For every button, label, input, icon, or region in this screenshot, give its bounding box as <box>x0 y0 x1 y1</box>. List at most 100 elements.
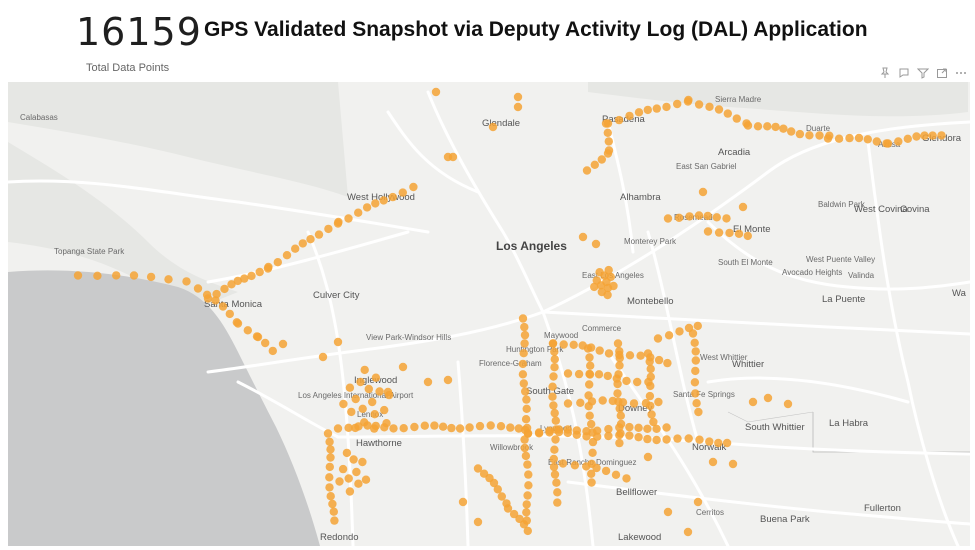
gps-data-point[interactable] <box>344 474 353 483</box>
gps-data-point[interactable] <box>486 421 495 430</box>
gps-data-point[interactable] <box>493 485 502 494</box>
gps-data-point[interactable] <box>604 349 614 358</box>
gps-data-point[interactable] <box>352 467 361 477</box>
gps-data-point[interactable] <box>795 129 805 139</box>
gps-data-point[interactable] <box>673 99 682 109</box>
gps-data-point[interactable] <box>684 323 694 333</box>
gps-data-point[interactable] <box>326 492 335 501</box>
gps-data-point[interactable] <box>182 277 191 286</box>
gps-data-point[interactable] <box>603 149 613 158</box>
gps-data-point[interactable] <box>553 488 562 497</box>
gps-data-point[interactable] <box>360 365 369 375</box>
gps-data-point[interactable] <box>613 339 623 348</box>
gps-data-point[interactable] <box>326 453 335 462</box>
gps-data-point[interactable] <box>212 289 221 299</box>
pin-icon[interactable] <box>879 64 891 78</box>
gps-data-point[interactable] <box>420 421 429 430</box>
gps-data-point[interactable] <box>344 423 353 432</box>
gps-data-point[interactable] <box>732 114 741 123</box>
gps-data-point[interactable] <box>714 105 724 114</box>
gps-data-point[interactable] <box>615 423 624 432</box>
gps-data-point[interactable] <box>616 411 625 420</box>
gps-data-point[interactable] <box>263 264 273 273</box>
gps-data-point[interactable] <box>325 437 334 446</box>
gps-data-point[interactable] <box>360 418 369 427</box>
gps-data-point[interactable] <box>815 131 824 140</box>
gps-data-point[interactable] <box>518 370 528 379</box>
gps-data-point[interactable] <box>233 319 243 328</box>
gps-data-point[interactable] <box>225 309 234 319</box>
gps-data-point[interactable] <box>475 421 485 431</box>
gps-data-point[interactable] <box>375 387 384 396</box>
gps-data-point[interactable] <box>592 276 601 285</box>
gps-data-point[interactable] <box>743 231 752 241</box>
gps-data-point[interactable] <box>563 369 573 378</box>
gps-data-point[interactable] <box>691 347 700 356</box>
gps-data-point[interactable] <box>73 271 83 280</box>
gps-data-point[interactable] <box>743 121 753 130</box>
gps-data-point[interactable] <box>585 411 594 420</box>
gps-data-point[interactable] <box>703 211 712 221</box>
gps-data-point[interactable] <box>883 139 893 148</box>
gps-data-point[interactable] <box>345 383 355 392</box>
map-canvas[interactable]: Calabasas Topanga State Park Glendale Pasad… <box>8 82 970 546</box>
gps-data-point[interactable] <box>291 244 300 253</box>
gps-data-point[interactable] <box>509 509 519 519</box>
gps-data-point[interactable] <box>587 419 596 429</box>
focus-mode-icon[interactable] <box>936 64 948 78</box>
gps-data-point[interactable] <box>326 445 335 454</box>
gps-data-point[interactable] <box>722 214 731 223</box>
gps-data-point[interactable] <box>601 466 611 476</box>
gps-data-point[interactable] <box>643 452 653 462</box>
gps-data-point[interactable] <box>364 384 373 394</box>
gps-data-point[interactable] <box>587 478 596 487</box>
gps-data-point[interactable] <box>325 473 334 482</box>
gps-data-point[interactable] <box>368 397 377 407</box>
gps-data-point[interactable] <box>691 366 700 376</box>
gps-data-point[interactable] <box>382 419 391 428</box>
gps-data-point[interactable] <box>622 474 631 483</box>
gps-data-point[interactable] <box>611 470 621 479</box>
gps-data-point[interactable] <box>306 235 315 244</box>
gps-data-point[interactable] <box>358 404 367 413</box>
gps-data-point[interactable] <box>398 362 408 372</box>
gps-data-point[interactable] <box>693 497 703 507</box>
gps-data-point[interactable] <box>694 211 704 220</box>
gps-data-point[interactable] <box>344 214 353 223</box>
gps-data-point[interactable] <box>550 347 559 356</box>
gps-data-point[interactable] <box>763 393 773 403</box>
gps-data-point[interactable] <box>685 212 694 221</box>
gps-data-point[interactable] <box>643 434 652 444</box>
gps-data-point[interactable] <box>520 339 529 348</box>
gps-data-point[interactable] <box>643 105 652 115</box>
gps-data-point[interactable] <box>609 281 618 291</box>
gps-data-point[interactable] <box>748 397 758 407</box>
gps-data-point[interactable] <box>603 128 612 137</box>
gps-data-point[interactable] <box>554 427 564 437</box>
gps-data-point[interactable] <box>548 382 557 391</box>
gps-data-point[interactable] <box>211 296 220 305</box>
gps-data-point[interactable] <box>549 372 558 381</box>
gps-data-point[interactable] <box>524 470 533 479</box>
map-visual[interactable]: Calabasas Topanga State Park Glendale Pasad… <box>8 82 970 546</box>
gps-data-point[interactable] <box>585 369 594 379</box>
gps-data-point[interactable] <box>146 272 156 282</box>
gps-data-point[interactable] <box>698 187 708 197</box>
gps-data-point[interactable] <box>663 214 673 223</box>
gps-data-point[interactable] <box>603 371 612 381</box>
gps-data-point[interactable] <box>614 115 624 125</box>
gps-data-point[interactable] <box>634 108 644 117</box>
gps-data-point[interactable] <box>268 346 277 356</box>
gps-data-point[interactable] <box>523 491 532 500</box>
gps-data-point[interactable] <box>576 398 585 407</box>
gps-data-point[interactable] <box>712 213 721 222</box>
gps-data-point[interactable] <box>608 396 617 406</box>
gps-data-point[interactable] <box>240 274 249 283</box>
gps-data-point[interactable] <box>673 434 682 443</box>
gps-data-point[interactable] <box>362 203 372 212</box>
gps-data-point[interactable] <box>586 343 596 352</box>
gps-data-point[interactable] <box>636 351 645 360</box>
gps-data-point[interactable] <box>714 228 724 237</box>
gps-data-point[interactable] <box>854 133 864 143</box>
gps-data-point[interactable] <box>845 133 854 143</box>
